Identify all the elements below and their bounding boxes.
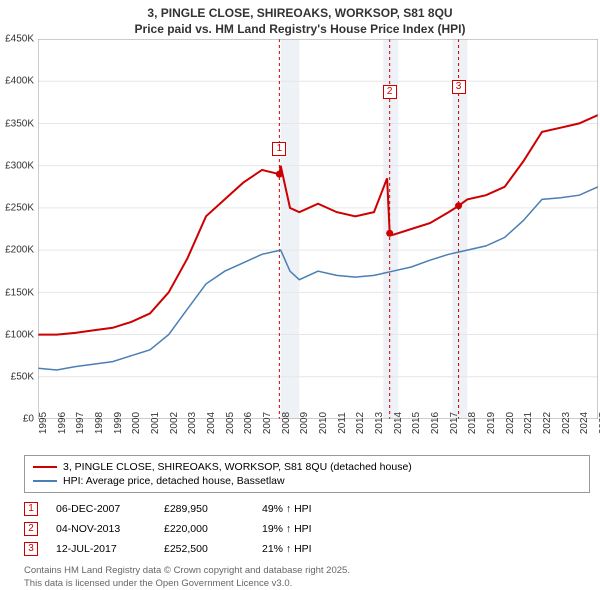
y-tick-label: £100K	[5, 329, 34, 340]
tx-marker: 3	[24, 542, 38, 556]
legend-row: 3, PINGLE CLOSE, SHIREOAKS, WORKSOP, S81…	[33, 460, 581, 474]
chart-marker-3: 3	[452, 80, 466, 94]
x-axis-labels: 1995199619971998199920002001200220032004…	[38, 421, 598, 445]
chart-marker-2: 2	[383, 85, 397, 99]
y-tick-label: £250K	[5, 203, 34, 214]
transaction-table: 1 06-DEC-2007 £289,950 49% ↑ HPI 2 04-NO…	[24, 499, 590, 559]
attribution-line-1: Contains HM Land Registry data © Crown c…	[24, 565, 590, 577]
y-tick-label: £150K	[5, 287, 34, 298]
transaction-row: 2 04-NOV-2013 £220,000 19% ↑ HPI	[24, 519, 590, 539]
y-tick-label: £300K	[5, 160, 34, 171]
tx-date: 06-DEC-2007	[56, 503, 146, 515]
x-tick-label: 2016	[430, 412, 441, 434]
x-tick-label: 1998	[94, 412, 105, 434]
x-tick-label: 2018	[467, 412, 478, 434]
x-tick-label: 2012	[355, 412, 366, 434]
tx-date: 12-JUL-2017	[56, 543, 146, 555]
chart-container: 3, PINGLE CLOSE, SHIREOAKS, WORKSOP, S81…	[0, 0, 600, 590]
x-tick-label: 2001	[150, 412, 161, 434]
x-tick-label: 2023	[561, 412, 572, 434]
chart-marker-1: 1	[272, 142, 286, 156]
x-tick-label: 2009	[299, 412, 310, 434]
x-tick-label: 2021	[523, 412, 534, 434]
legend-row: HPI: Average price, detached house, Bass…	[33, 474, 581, 488]
y-axis-labels: £0£50K£100K£150K£200K£250K£300K£350K£400…	[0, 39, 36, 419]
tx-pct: 19% ↑ HPI	[262, 523, 342, 535]
x-tick-label: 1997	[75, 412, 86, 434]
x-tick-label: 2010	[318, 412, 329, 434]
legend-label: HPI: Average price, detached house, Bass…	[63, 475, 285, 487]
y-tick-label: £350K	[5, 118, 34, 129]
tx-price: £289,950	[164, 503, 244, 515]
tx-marker: 2	[24, 522, 38, 536]
chart-svg	[38, 39, 598, 419]
title-line-2: Price paid vs. HM Land Registry's House …	[0, 22, 600, 38]
y-tick-label: £450K	[5, 34, 34, 45]
y-tick-label: £200K	[5, 245, 34, 256]
tx-pct: 21% ↑ HPI	[262, 543, 342, 555]
transaction-row: 3 12-JUL-2017 £252,500 21% ↑ HPI	[24, 539, 590, 559]
attribution-line-2: This data is licensed under the Open Gov…	[24, 578, 590, 590]
x-tick-label: 2007	[262, 412, 273, 434]
y-tick-label: £0	[23, 414, 34, 425]
tx-pct: 49% ↑ HPI	[262, 503, 342, 515]
y-tick-label: £50K	[11, 371, 34, 382]
x-tick-label: 2002	[169, 412, 180, 434]
x-tick-label: 2013	[374, 412, 385, 434]
x-tick-label: 2005	[225, 412, 236, 434]
legend: 3, PINGLE CLOSE, SHIREOAKS, WORKSOP, S81…	[24, 455, 590, 493]
x-tick-label: 2017	[449, 412, 460, 434]
legend-swatch	[33, 480, 57, 482]
attribution: Contains HM Land Registry data © Crown c…	[24, 565, 590, 590]
chart-area: £0£50K£100K£150K£200K£250K£300K£350K£400…	[38, 39, 598, 419]
x-tick-label: 2004	[206, 412, 217, 434]
transaction-row: 1 06-DEC-2007 £289,950 49% ↑ HPI	[24, 499, 590, 519]
x-tick-label: 2008	[281, 412, 292, 434]
x-tick-label: 2011	[337, 412, 348, 434]
x-tick-label: 2015	[411, 412, 422, 434]
tx-price: £252,500	[164, 543, 244, 555]
title-line-1: 3, PINGLE CLOSE, SHIREOAKS, WORKSOP, S81…	[0, 6, 600, 22]
x-tick-label: 1996	[57, 412, 68, 434]
x-tick-label: 2003	[187, 412, 198, 434]
y-tick-label: £400K	[5, 76, 34, 87]
x-tick-label: 2014	[393, 412, 404, 434]
x-tick-label: 1995	[38, 412, 49, 434]
x-tick-label: 2024	[579, 412, 590, 434]
x-tick-label: 2022	[542, 412, 553, 434]
tx-price: £220,000	[164, 523, 244, 535]
title-block: 3, PINGLE CLOSE, SHIREOAKS, WORKSOP, S81…	[0, 0, 600, 39]
x-tick-label: 2000	[131, 412, 142, 434]
x-tick-label: 2006	[243, 412, 254, 434]
x-tick-label: 2020	[505, 412, 516, 434]
tx-date: 04-NOV-2013	[56, 523, 146, 535]
x-tick-label: 2019	[486, 412, 497, 434]
tx-marker: 1	[24, 502, 38, 516]
legend-label: 3, PINGLE CLOSE, SHIREOAKS, WORKSOP, S81…	[63, 461, 412, 473]
x-tick-label: 1999	[113, 412, 124, 434]
legend-swatch	[33, 466, 57, 468]
